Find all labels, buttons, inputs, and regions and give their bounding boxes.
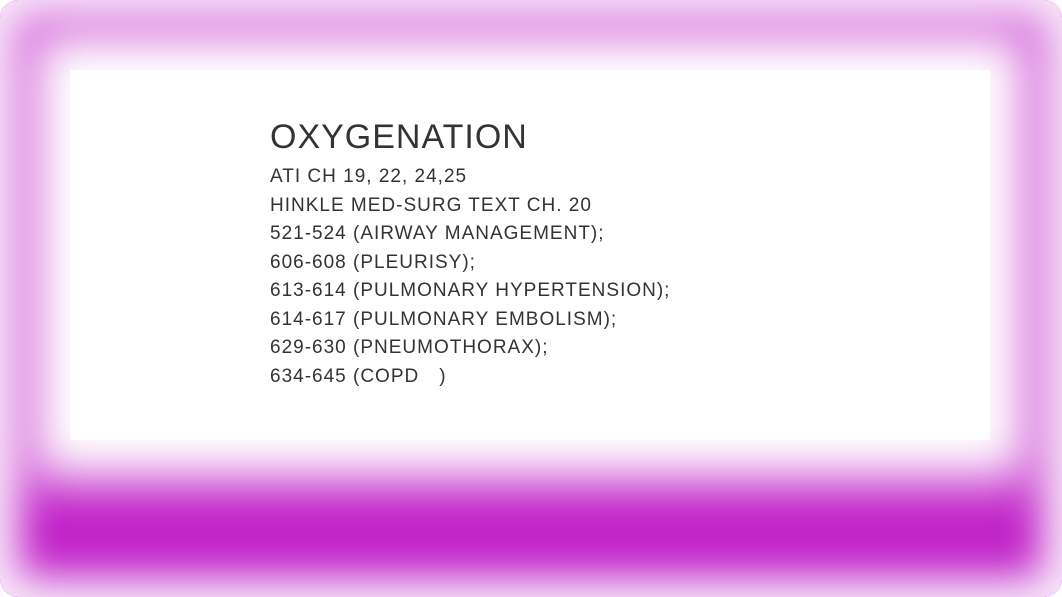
slide-line: 629-630 (PNEUMOTHORAX); (270, 334, 670, 363)
slide-line: 613-614 (PULMONARY HYPERTENSION); (270, 277, 670, 306)
slide-line: 634-645 (COPD ) (270, 363, 670, 392)
slide-frame: OXYGENATION ATI CH 19, 22, 24,25 HINKLE … (0, 0, 1062, 597)
slide-line: 606-608 (PLEURISY); (270, 249, 670, 278)
slide-title: OXYGENATION (270, 118, 670, 157)
slide-line: 521-524 (AIRWAY MANAGEMENT); (270, 220, 670, 249)
slide-line: ATI CH 19, 22, 24,25 (270, 163, 670, 192)
slide-line: 614-617 (PULMONARY EMBOLISM); (270, 306, 670, 335)
slide-line: HINKLE MED-SURG TEXT CH. 20 (270, 192, 670, 221)
slide-content: OXYGENATION ATI CH 19, 22, 24,25 HINKLE … (270, 118, 670, 391)
